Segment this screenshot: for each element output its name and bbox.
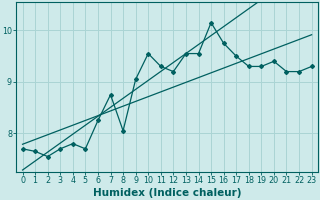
X-axis label: Humidex (Indice chaleur): Humidex (Indice chaleur) <box>93 188 241 198</box>
